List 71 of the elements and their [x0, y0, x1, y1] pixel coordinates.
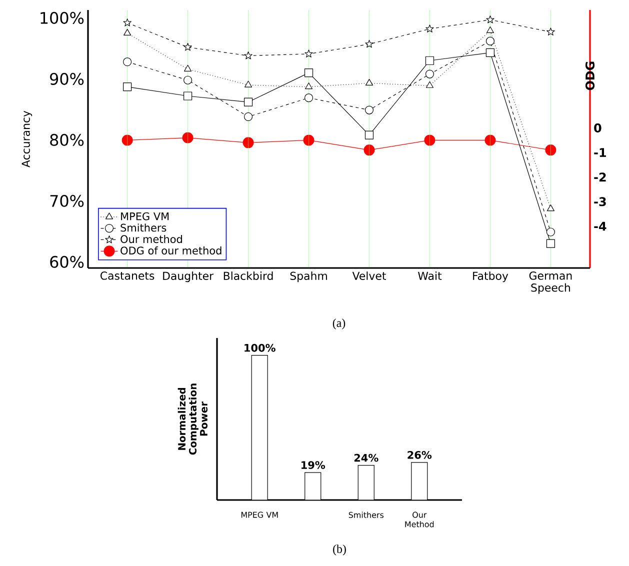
point — [365, 78, 374, 86]
point — [244, 112, 253, 122]
data-label: 24% — [354, 454, 378, 462]
point — [364, 144, 375, 156]
y2-tick-label: -2 — [594, 172, 606, 182]
point — [364, 130, 374, 140]
text: (a) — [332, 318, 346, 330]
point — [424, 134, 436, 146]
x-tick-label: Daughter — [163, 272, 214, 282]
x-tick-label: Spahm — [290, 272, 327, 282]
point — [124, 28, 132, 36]
point — [425, 70, 434, 78]
x-tick-label: Wait — [418, 272, 442, 280]
point — [426, 81, 434, 88]
point — [184, 42, 192, 51]
point — [123, 82, 132, 92]
point — [304, 50, 313, 58]
point — [425, 56, 434, 65]
point — [244, 51, 252, 60]
data-label: 100% — [244, 344, 276, 352]
point — [183, 92, 192, 100]
x-tick-label: Castanets — [100, 272, 154, 280]
point — [364, 106, 374, 114]
point — [486, 26, 494, 34]
point — [122, 134, 133, 146]
point — [183, 76, 192, 84]
point — [486, 15, 494, 24]
point — [546, 204, 554, 212]
y-axis-title: Accurancy — [22, 110, 32, 168]
y-tick-label: 80% — [50, 134, 84, 146]
data-label: 26% — [408, 450, 432, 459]
y-tick-label: 100% — [40, 12, 84, 24]
point — [303, 134, 314, 146]
point — [123, 18, 132, 26]
x-tick-label: German Speech — [529, 272, 572, 294]
point — [182, 132, 194, 144]
x-tick-label: Velvet — [352, 272, 386, 280]
y2-tick-label: -1 — [594, 148, 606, 157]
y2-axis-title: ODG — [585, 62, 595, 90]
point — [123, 58, 132, 66]
point — [304, 94, 314, 102]
point — [546, 228, 555, 236]
point — [545, 144, 556, 156]
point — [304, 82, 313, 90]
y-tick-label: 70% — [50, 194, 84, 207]
point — [244, 98, 253, 106]
y-tick-label: 60% — [50, 256, 84, 268]
y2-tick-label: -3 — [594, 197, 606, 206]
point — [244, 80, 252, 88]
legend-label: Our method — [120, 235, 182, 244]
y2-tick-label: -4 — [594, 222, 606, 231]
y-axis-title: Normalized Computation Power — [178, 384, 208, 455]
text: (b) — [333, 544, 346, 556]
x-tick-label: Blackbird — [224, 272, 273, 280]
point — [486, 48, 495, 57]
point — [365, 40, 374, 48]
legend-label: ODG of our method — [120, 246, 222, 255]
point — [242, 137, 254, 148]
y2-tick-label: 0 — [594, 123, 602, 132]
point — [486, 36, 495, 46]
point — [304, 68, 314, 78]
legend-label: Smithers — [120, 224, 166, 232]
point — [546, 28, 555, 36]
point — [184, 64, 192, 72]
x-tick-label: Fatboy — [473, 272, 508, 282]
y-tick-label: 90% — [50, 72, 84, 85]
point — [426, 24, 434, 32]
data-label: 19% — [302, 461, 326, 469]
legend-label: MPEG VM — [121, 212, 169, 220]
point — [546, 239, 555, 248]
point — [484, 134, 496, 146]
